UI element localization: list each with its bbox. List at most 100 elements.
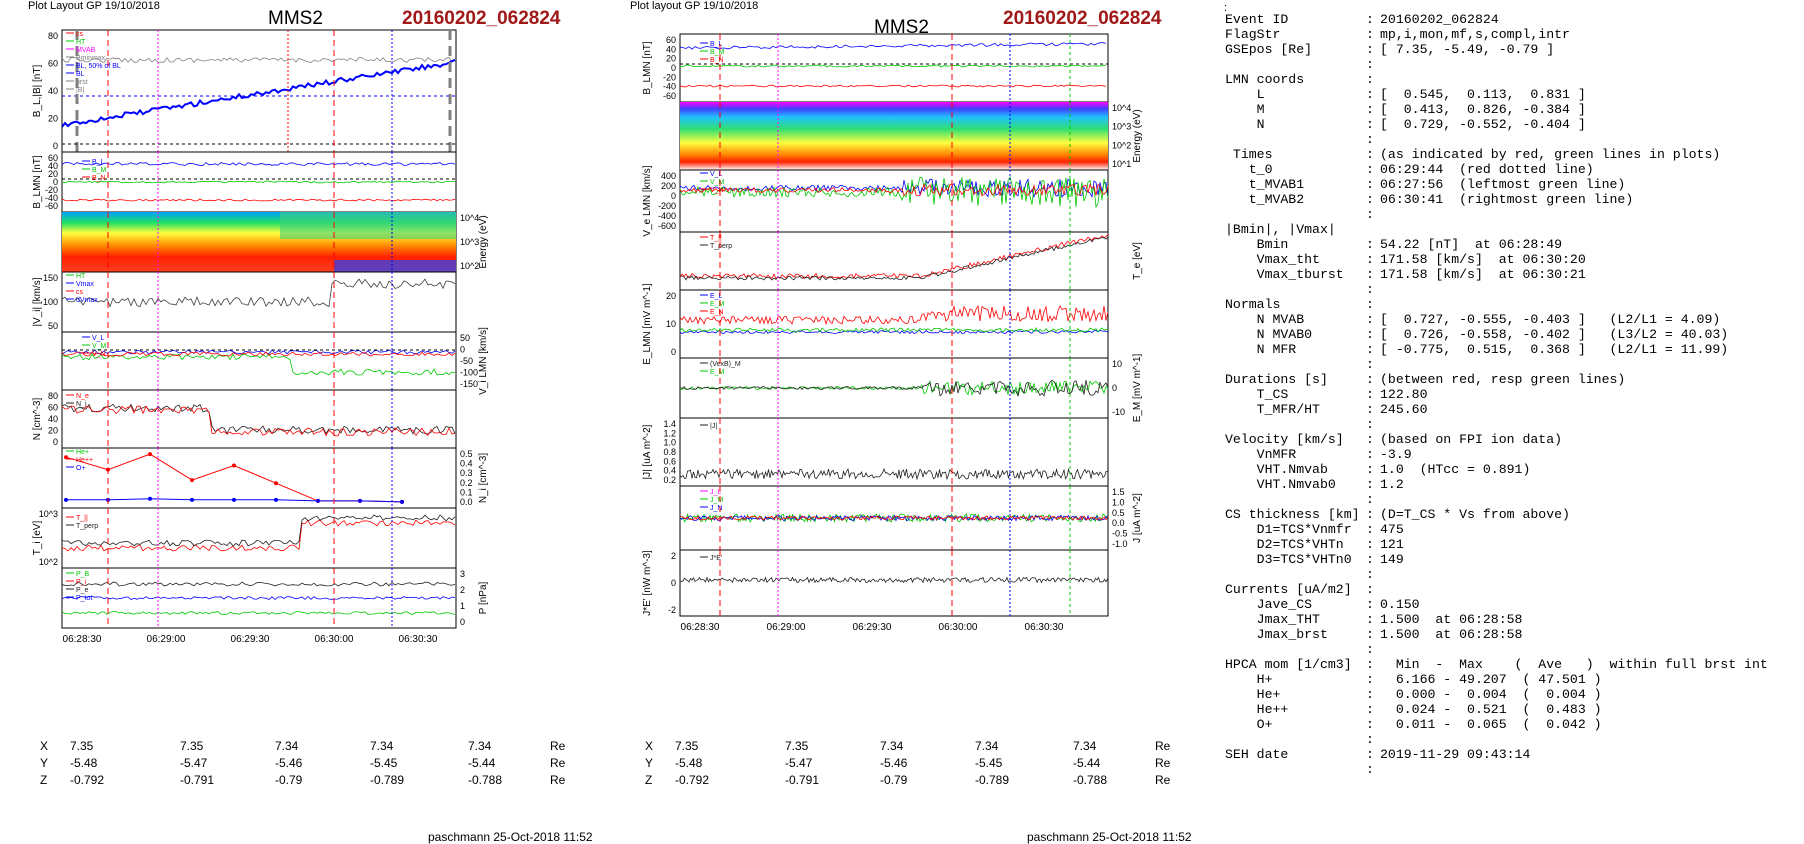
- mid-p2-tick-label: 10^4: [1112, 103, 1131, 113]
- info-colon: :: [1366, 387, 1374, 402]
- mid-p7-tick-label: 1.0: [663, 438, 676, 448]
- info-colon: :: [1366, 327, 1374, 342]
- panel-ylabel: T_i [eV]: [32, 521, 43, 556]
- info-colon: :: [1366, 342, 1374, 357]
- B-L-line: [679, 42, 1107, 50]
- info-value: 06:29:44 (red dotted line): [1380, 162, 1594, 177]
- left-p7-tick-label: 0.1: [460, 487, 473, 497]
- info-colon: :: [1366, 87, 1374, 102]
- panel-frame: [679, 549, 1109, 617]
- left-p1-legend-label: BL: [76, 71, 85, 78]
- info-colon: :: [1366, 582, 1374, 597]
- info-key: Vmax_tburst: [1225, 267, 1344, 282]
- position-row-label: X: [645, 739, 654, 753]
- time-tick-label: 06:30:30: [1025, 622, 1064, 633]
- left-p3-tick-label: 10^2: [460, 261, 479, 271]
- left-p6-tick-label: 80: [48, 391, 58, 401]
- mid-p8-tick-label: 1.5: [1112, 487, 1125, 497]
- info-value: 171.58 [km/s] at 06:30:20: [1380, 252, 1586, 267]
- position-value: -0.788: [468, 773, 503, 787]
- panel-ylabel: T_e [eV]: [1132, 242, 1143, 280]
- info-colon: :: [1366, 72, 1374, 87]
- T-perp-line: [61, 514, 456, 547]
- left-p1-legend-label: MVAB: [76, 47, 96, 54]
- info-colon: :: [1366, 297, 1374, 312]
- info-key: GSEpos [Re]: [1225, 42, 1313, 57]
- time-tick-label: 06:29:00: [767, 622, 806, 633]
- info-key: VnMFR: [1225, 447, 1297, 462]
- left-p8-legend-label: T_perp: [76, 523, 98, 530]
- position-value: -0.791: [180, 773, 215, 787]
- left-p7-tick-label: 0.2: [460, 478, 473, 488]
- position-row-label: Z: [645, 773, 653, 787]
- mid-p5-legend-label: E_M: [710, 301, 725, 308]
- info-key: N MFR: [1225, 342, 1297, 357]
- info-key: t_MVAB2: [1225, 192, 1305, 207]
- info-colon: :: [1366, 432, 1374, 447]
- left-p2-tick-label: -40: [45, 193, 58, 203]
- left-panel-7: N_i [cm^-3] 0.50.40.30.20.10.0 He+He++O+: [61, 447, 489, 509]
- mid-p1-legend-label: B_L: [710, 41, 723, 48]
- info-key: Event ID: [1225, 12, 1289, 27]
- left-p2-legend-label: B_M: [92, 167, 107, 174]
- info-colon: :: [1366, 522, 1374, 537]
- info-value: 122.80: [1380, 387, 1428, 402]
- time-tick-label: 06:29:30: [853, 622, 892, 633]
- mid-p8-legend-label: J_N: [710, 505, 722, 512]
- panel-ylabel: |J| [uA m^-2]: [642, 424, 653, 479]
- info-value: (based on FPI ion data): [1380, 432, 1563, 447]
- left-spacecraft-title: MMS2: [268, 8, 323, 29]
- Ni-line: [61, 405, 456, 437]
- info-key: D3=TCS*VHTn0: [1225, 552, 1352, 567]
- info-key: Vmax_tht: [1225, 252, 1320, 267]
- mid-p3-tick-label: 400: [661, 171, 676, 181]
- panel-frame: [679, 289, 1109, 359]
- left-p6-tick-label: 60: [48, 403, 58, 413]
- info-key: CS thickness [km]: [1225, 507, 1360, 522]
- info-value: 121: [1380, 537, 1404, 552]
- panel-ylabel: E_LMN [mV m^-1]: [642, 283, 653, 365]
- left-p1-legend-label: Bminmax: [76, 55, 106, 62]
- mid-p8-tick-label: 1.0: [1112, 497, 1125, 507]
- mid-p1-tick-label: 0: [671, 63, 676, 73]
- position-value: 7.34: [1073, 739, 1097, 753]
- P-B-line: [61, 611, 456, 615]
- P-i-line: [61, 595, 456, 601]
- mid-p9-tick-label: -2: [668, 605, 676, 615]
- panel-ylabel: J*E' [nW m^-3]: [642, 550, 653, 616]
- info-colon: :: [1366, 492, 1374, 507]
- info-colon: :: [1366, 282, 1374, 297]
- left-p9-legend-label: P_e: [76, 587, 89, 594]
- middle-event-title: 20160202_062824: [1003, 8, 1162, 29]
- panel-ylabel: B_L,|B| [nT]: [32, 65, 43, 118]
- left-p5-legend-label: V_N: [92, 351, 106, 358]
- mid-p9-tick-label: 2: [671, 551, 676, 561]
- panel-ylabel: B_LMN [nT]: [32, 155, 43, 209]
- left-p4-legend-label: cs: [76, 289, 84, 296]
- mid-p1-tick-label: -60: [663, 91, 676, 101]
- mid-p1-tick-label: -20: [663, 72, 676, 82]
- info-colon: :: [1366, 732, 1374, 747]
- time-tick-label: 06:28:30: [681, 622, 720, 633]
- info-key: Currents [uA/m2]: [1225, 582, 1352, 597]
- info-colon: :: [1366, 192, 1374, 207]
- info-colon: :: [1366, 762, 1374, 777]
- position-value: -5.48: [675, 756, 703, 770]
- info-colon: :: [1366, 357, 1374, 372]
- info-value: 20160202_062824: [1380, 12, 1499, 27]
- info-value: -3.9: [1380, 447, 1412, 462]
- left-p5-tick-label: 0: [460, 345, 465, 355]
- middle-position-table: X 7.35 7.35 7.34 7.34 7.34 Re Y -5.48 -5.47 -5.46 -…: [645, 739, 1185, 799]
- B-N-line: [61, 198, 456, 202]
- info-value: (D=T_CS * Vs from above): [1380, 507, 1570, 522]
- left-p7-legend-label: He+: [76, 449, 89, 456]
- position-value: -0.792: [70, 773, 105, 787]
- middle-panel-8: J [uA m^-2] 1.51.00.50.0-0.5-1.0 J_LJ_MJ_N: [679, 485, 1143, 551]
- mid-p7-tick-label: 0.6: [663, 456, 676, 466]
- panel-frame: [61, 271, 457, 333]
- position-value: -5.44: [468, 756, 496, 770]
- mid-p2-tick-label: 10^1: [1112, 159, 1131, 169]
- B-M-line: [61, 180, 456, 184]
- position-row-label: Z: [40, 773, 48, 787]
